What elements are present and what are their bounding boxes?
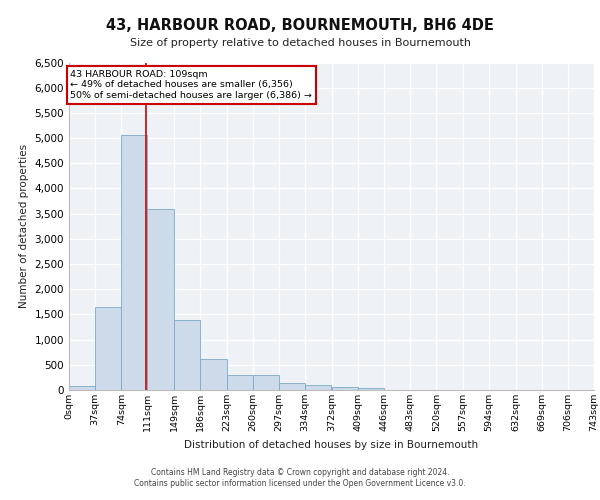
Bar — [121, 135, 148, 390]
Bar — [69, 386, 95, 390]
Bar — [174, 320, 200, 390]
Bar — [200, 360, 227, 390]
Text: 43 HARBOUR ROAD: 109sqm
← 49% of detached houses are smaller (6,356)
50% of semi: 43 HARBOUR ROAD: 109sqm ← 49% of detache… — [70, 70, 312, 100]
Bar — [148, 208, 173, 390]
Bar — [253, 376, 279, 390]
Y-axis label: Number of detached properties: Number of detached properties — [19, 144, 29, 308]
Bar — [279, 384, 305, 390]
Bar — [227, 376, 253, 390]
Bar — [305, 385, 331, 390]
Bar — [332, 386, 358, 390]
Text: Size of property relative to detached houses in Bournemouth: Size of property relative to detached ho… — [130, 38, 470, 48]
X-axis label: Distribution of detached houses by size in Bournemouth: Distribution of detached houses by size … — [184, 440, 479, 450]
Bar — [358, 388, 384, 390]
Text: Contains HM Land Registry data © Crown copyright and database right 2024.
Contai: Contains HM Land Registry data © Crown c… — [134, 468, 466, 487]
Text: 43, HARBOUR ROAD, BOURNEMOUTH, BH6 4DE: 43, HARBOUR ROAD, BOURNEMOUTH, BH6 4DE — [106, 18, 494, 32]
Bar — [95, 307, 121, 390]
